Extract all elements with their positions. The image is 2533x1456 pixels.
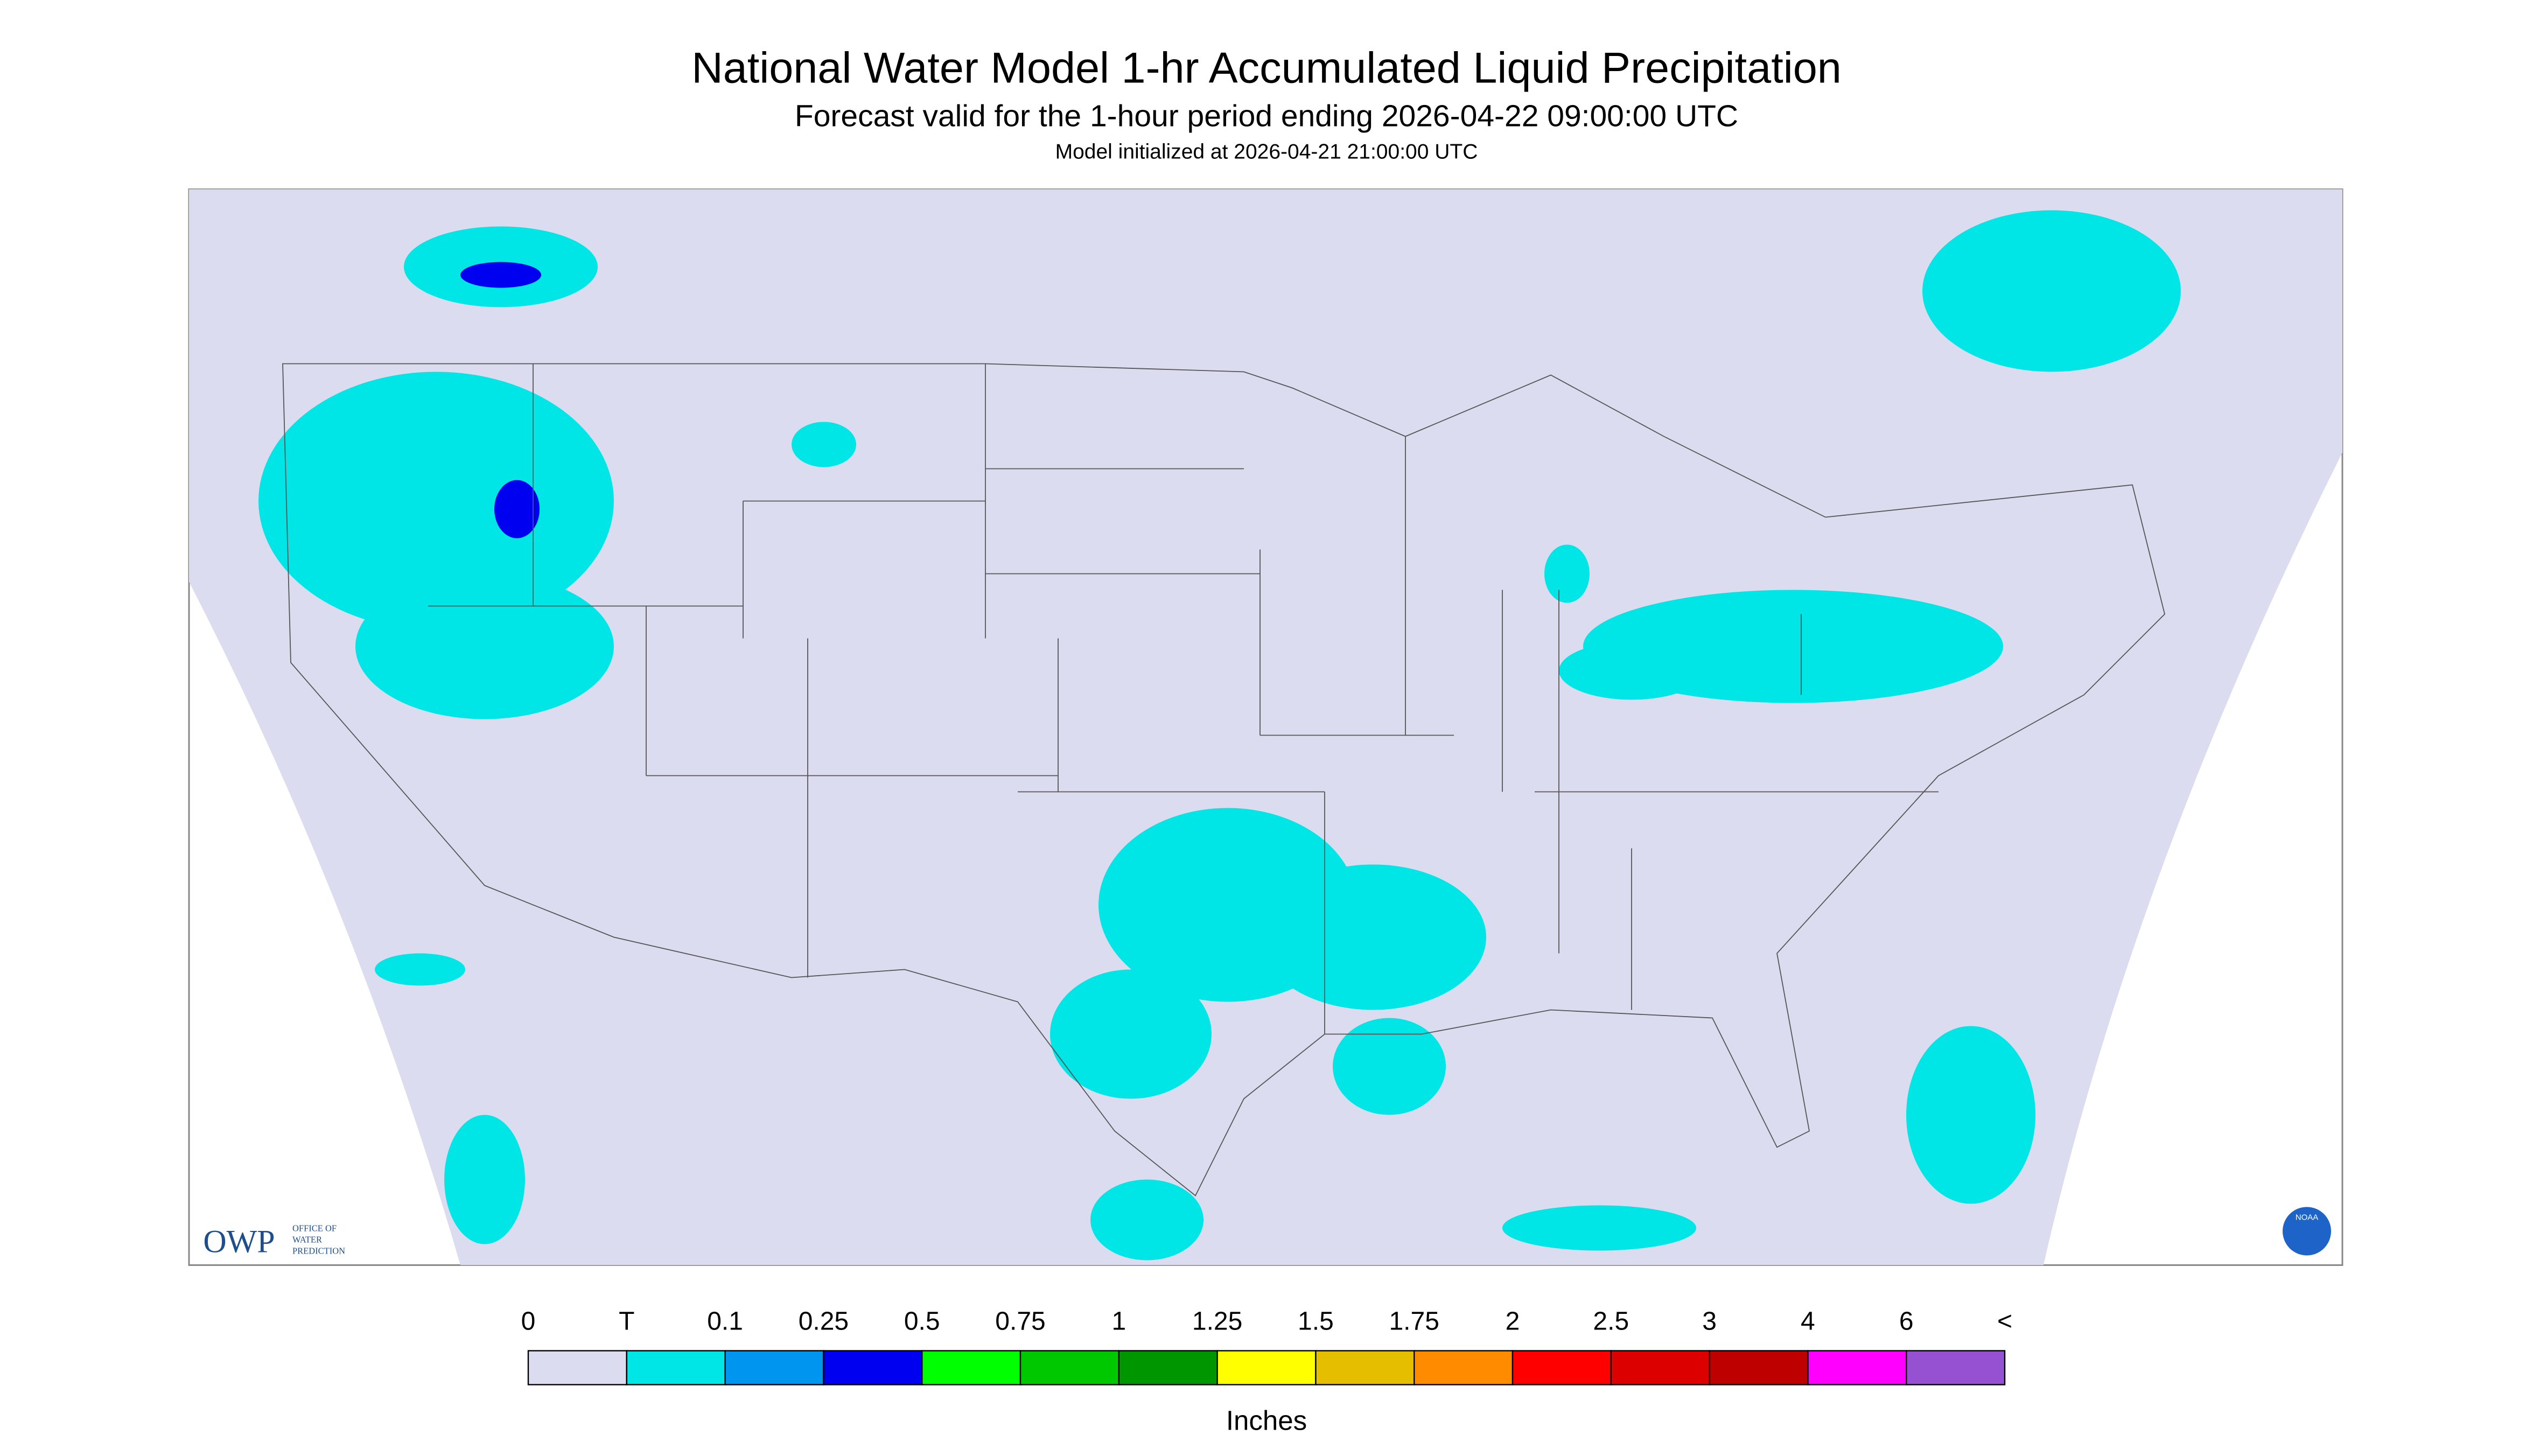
legend-swatch	[1610, 1350, 1710, 1385]
precip-areas	[258, 210, 2181, 1261]
legend-label: T	[619, 1307, 634, 1336]
legend-label: 1.75	[1389, 1307, 1439, 1336]
map: OWP OFFICE OF WATER PREDICTION NOAA	[188, 188, 2343, 1266]
subtitle: Forecast valid for the 1-hour period end…	[795, 99, 1738, 134]
legend-label: 6	[1899, 1307, 1914, 1336]
legend-label: 1.25	[1192, 1307, 1242, 1336]
owp-logo-text: PREDICTION	[292, 1246, 345, 1256]
noaa-logo	[2283, 1207, 2331, 1256]
legend-swatch	[527, 1350, 628, 1385]
legend-swatch	[823, 1350, 923, 1385]
legend-swatch	[1019, 1350, 1120, 1385]
legend-swatch	[626, 1350, 726, 1385]
init-note: Model initialized at 2026-04-21 21:00:00…	[1055, 141, 1478, 164]
legend-swatch	[1216, 1350, 1317, 1385]
owp-logo: OWP	[203, 1224, 275, 1259]
legend-swatch	[1709, 1350, 1809, 1385]
borders	[282, 363, 2165, 1196]
legend-label: 4	[1801, 1307, 1815, 1336]
legend-label: 0.75	[995, 1307, 1045, 1336]
legend-swatch	[1905, 1350, 2006, 1385]
owp-logo-text: WATER	[292, 1235, 322, 1245]
legend-swatch	[921, 1350, 1021, 1385]
legend-swatch	[724, 1350, 824, 1385]
legend-label: 2.5	[1593, 1307, 1629, 1336]
title: National Water Model 1-hr Accumulated Li…	[691, 44, 1842, 93]
legend-label: 2	[1506, 1307, 1520, 1336]
legend-swatch	[1414, 1350, 1514, 1385]
owp-logo-text: OFFICE OF	[292, 1223, 337, 1234]
legend-swatch	[1512, 1350, 1612, 1385]
heavy-precip	[460, 262, 541, 538]
domain	[189, 189, 2342, 1265]
legend-units: Inches	[1226, 1405, 1307, 1436]
noaa-logo-text: NOAA	[2296, 1213, 2319, 1222]
legend-label: 0.1	[707, 1307, 743, 1336]
legend-label: 0.25	[799, 1307, 849, 1336]
legend-label: <	[1997, 1307, 2012, 1336]
legend-swatch	[1315, 1350, 1415, 1385]
legend-swatch	[1118, 1350, 1218, 1385]
legend-swatch	[1807, 1350, 1907, 1385]
legend-label: 1	[1111, 1307, 1126, 1336]
legend-label: 0.5	[904, 1307, 940, 1336]
legend-label: 0	[521, 1307, 536, 1336]
legend-label: 1.5	[1298, 1307, 1334, 1336]
legend-label: 3	[1702, 1307, 1717, 1336]
legend: 0 T 0.1 0.25 0.5 0.75 1 1.25 1.5 1.75 2 2.5 3 4 6 <	[521, 1307, 2012, 1385]
